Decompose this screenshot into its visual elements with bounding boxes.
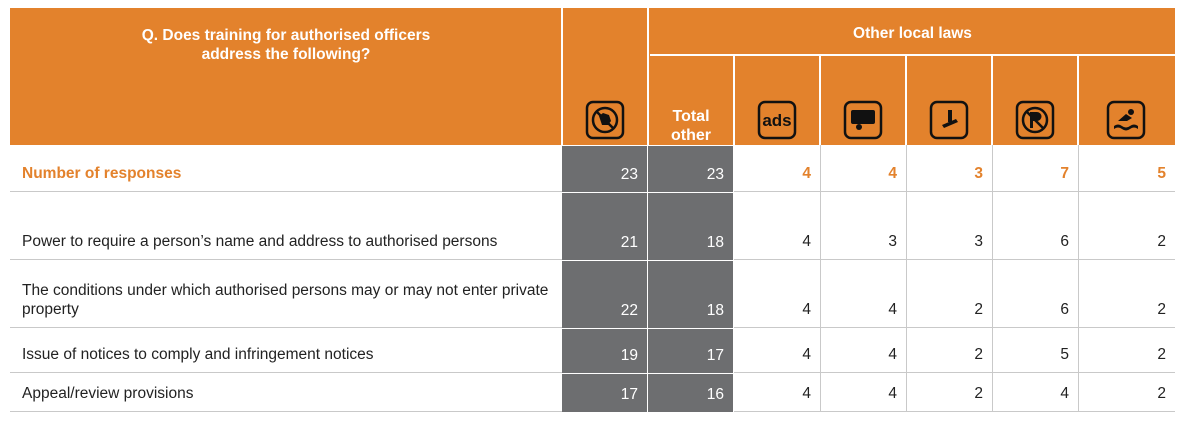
cell-value: 23	[648, 145, 733, 192]
cell-value: 3	[906, 192, 992, 260]
cell-value: 4	[734, 145, 820, 192]
cell-value: 2	[906, 328, 992, 373]
cell-value: 4	[820, 373, 906, 412]
cell-value: 2	[1078, 260, 1175, 328]
cell-value: 4	[734, 192, 820, 260]
cell-value: 4	[734, 373, 820, 412]
row-label: The conditions under which authorised pe…	[10, 260, 562, 328]
cell-value: 6	[992, 192, 1078, 260]
cell-value: 21	[562, 192, 647, 260]
question-header: Q. Does training for authorised officers…	[141, 27, 431, 63]
cell-value: 16	[648, 373, 733, 412]
cell-value: 2	[1078, 192, 1175, 260]
ads-icon: ads	[762, 111, 791, 130]
cell-value: 5	[992, 328, 1078, 373]
cell-value: 2	[906, 373, 992, 412]
cell-value: 4	[734, 328, 820, 373]
cell-value: 19	[562, 328, 647, 373]
cell-value: 17	[648, 328, 733, 373]
cell-value: 18	[648, 192, 733, 260]
cell-value: 23	[562, 145, 647, 192]
cell-value: 3	[906, 145, 992, 192]
group-header: Other local laws	[853, 25, 972, 42]
cell-value: 4	[734, 260, 820, 328]
cell-value: 4	[820, 145, 906, 192]
row-label: Number of responses	[10, 145, 562, 192]
cell-value: 3	[820, 192, 906, 260]
row-label: Appeal/review provisions	[10, 373, 562, 412]
cell-value: 4	[820, 328, 906, 373]
cell-value: 17	[562, 373, 647, 412]
cell-value: 6	[992, 260, 1078, 328]
cell-value: 22	[562, 260, 647, 328]
cell-value: 2	[1078, 328, 1175, 373]
cell-value: 2	[906, 260, 992, 328]
cell-value: 5	[1078, 145, 1175, 192]
total-other-header: Total other	[671, 108, 711, 144]
cell-value: 4	[820, 260, 906, 328]
cell-value: 2	[1078, 373, 1175, 412]
cell-value: 7	[992, 145, 1078, 192]
header-icons: ads	[561, 8, 1175, 145]
cell-value: 4	[992, 373, 1078, 412]
row-label: Power to require a person’s name and add…	[10, 192, 562, 260]
cell-value: 18	[648, 260, 733, 328]
row-label: Issue of notices to comply and infringem…	[10, 328, 562, 373]
